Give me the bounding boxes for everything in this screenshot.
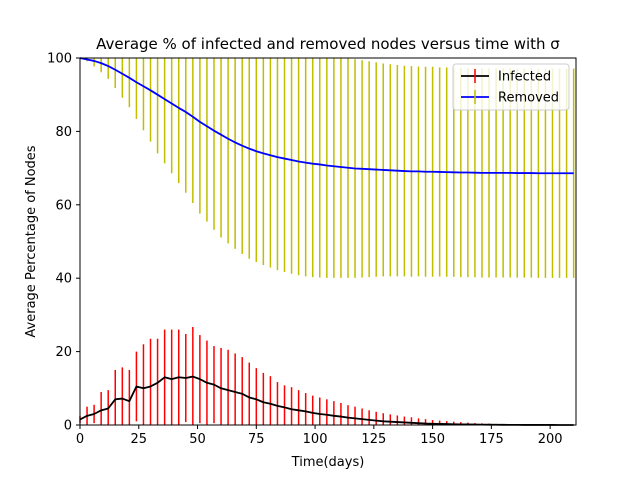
x-tick-label: 75 [248,432,265,447]
y-axis: 0 20 40 60 80 100 [47,52,80,434]
plot-frame [79,57,577,426]
y-tick-label: 40 [55,272,72,287]
y-tick-label: 100 [47,52,72,67]
y-axis-label: Average Percentage of Nodes [24,145,39,337]
y-tick-label: 60 [55,198,72,213]
x-tick-label: 50 [189,432,206,447]
x-tick-label: 200 [538,432,563,447]
legend: Infected Removed [452,63,570,111]
x-tick-label: 0 [76,432,84,447]
series-line-removed [79,57,574,175]
x-tick-label: 175 [479,432,504,447]
x-tick-label: 150 [420,432,445,447]
x-tick-label: 100 [303,432,328,447]
x-tick-label: 25 [130,432,147,447]
y-tick-label: 20 [55,345,72,360]
chart-title: Average % of infected and removed nodes … [96,35,560,53]
x-axis-label: Time(days) [291,455,365,470]
legend-label-removed: Removed [498,91,559,106]
error-bars [79,58,575,425]
y-tick-label: 0 [64,419,72,434]
y-tick-label: 80 [55,125,72,140]
x-tick-label: 125 [361,432,386,447]
x-axis: 0 25 50 75 100 125 150 175 200 [76,425,563,447]
legend-label-infected: Infected [498,70,551,85]
